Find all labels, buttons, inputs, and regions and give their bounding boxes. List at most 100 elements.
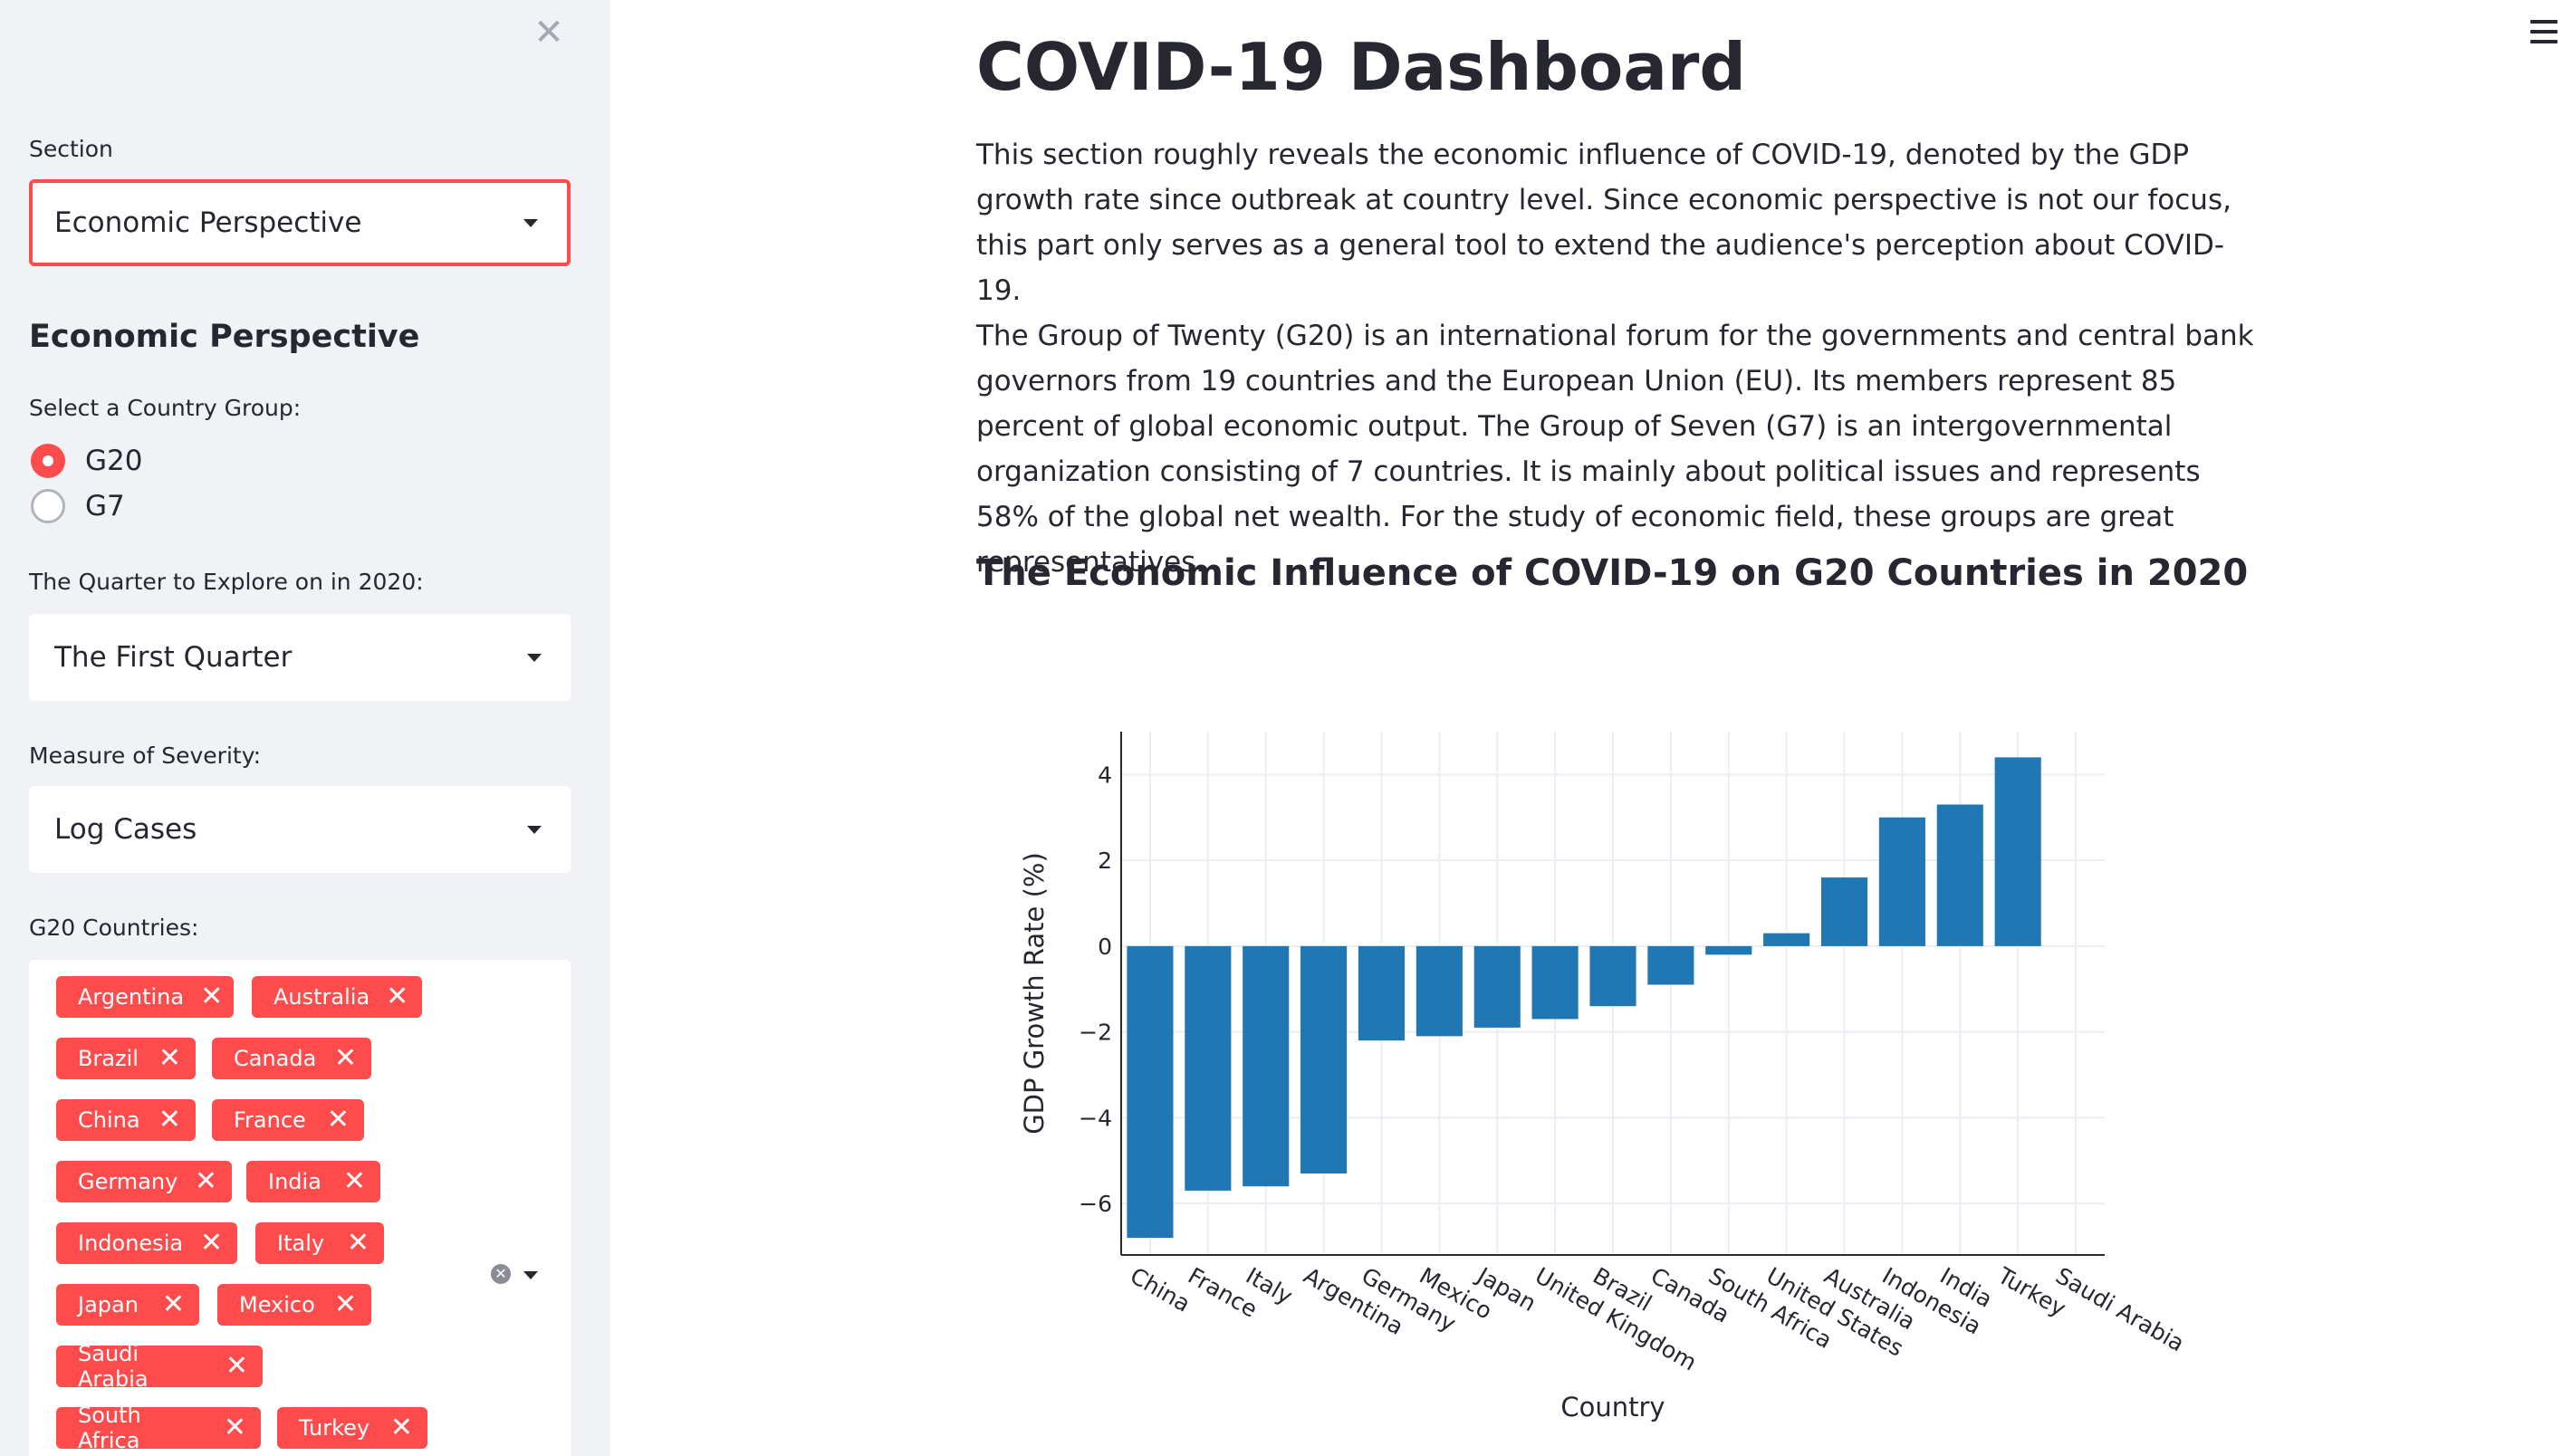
chart-heading: The Economic Influence of COVID-19 on G2… (976, 552, 2249, 594)
country-tag-label: Saudi Arabia (78, 1341, 149, 1392)
section-label: Section (29, 136, 113, 162)
bar-united-states (1763, 933, 1810, 946)
intro-paragraph-1: This section roughly reveals the economi… (976, 139, 2231, 307)
quarter-label: The Quarter to Explore on in 2020: (29, 569, 424, 595)
remove-tag-icon[interactable]: ✕ (342, 1165, 366, 1197)
country-tag-label: Canada (234, 1046, 317, 1071)
country-tag-label: Indonesia (78, 1231, 184, 1256)
intro-paragraph-2: The Group of Twenty (G20) is an internat… (976, 320, 2254, 579)
group-label: Select a Country Group: (29, 395, 302, 421)
bar-france (1185, 945, 1232, 1191)
country-tag: Germany ✕ (56, 1161, 232, 1202)
country-tag-label: Germany (78, 1169, 178, 1194)
country-tag: Indonesia ✕ (56, 1222, 237, 1264)
country-tag-label: Argentina (78, 984, 185, 1010)
bar-turkey (1994, 757, 2041, 946)
chevron-down-icon (527, 826, 542, 834)
close-sidebar-button[interactable]: ✕ (531, 14, 567, 51)
remove-tag-icon[interactable]: ✕ (199, 1227, 223, 1259)
y-tick-label: −6 (1079, 1191, 1112, 1217)
remove-tag-icon[interactable]: ✕ (223, 1412, 246, 1443)
radio-option-g20[interactable]: G20 (31, 444, 142, 478)
country-tag: India ✕ (246, 1161, 380, 1202)
country-tag-label: Turkey (299, 1415, 370, 1441)
remove-tag-icon[interactable]: ✕ (161, 1288, 185, 1320)
chevron-down-icon[interactable] (523, 1271, 538, 1279)
bar-australia (1820, 877, 1868, 946)
y-tick-label: 2 (1098, 848, 1112, 874)
remove-tag-icon[interactable]: ✕ (158, 1104, 181, 1135)
remove-tag-icon[interactable]: ✕ (386, 981, 409, 1012)
bar-italy (1243, 945, 1290, 1187)
country-tag: Canada ✕ (212, 1038, 371, 1079)
country-tag-label: Mexico (239, 1292, 315, 1317)
bar-china (1127, 945, 1174, 1239)
page-title: COVID-19 Dashboard (976, 29, 1746, 105)
clear-all-icon[interactable]: ✕ (491, 1264, 511, 1284)
remove-tag-icon[interactable]: ✕ (333, 1042, 357, 1074)
country-tag-label: Australia (274, 984, 370, 1010)
bar-indonesia (1878, 817, 1925, 946)
bar-canada (1647, 945, 1694, 985)
radio-label: G7 (85, 490, 125, 522)
remove-tag-icon[interactable]: ✕ (225, 1350, 248, 1382)
country-tag: Mexico ✕ (217, 1284, 371, 1326)
country-tag: Italy ✕ (255, 1222, 384, 1264)
radio-unselected-icon (31, 489, 65, 523)
remove-tag-icon[interactable]: ✕ (389, 1412, 413, 1443)
section-select[interactable]: Economic Perspective (29, 179, 571, 266)
country-tag-label: France (234, 1107, 306, 1133)
section-select-value: Economic Perspective (54, 206, 362, 239)
x-tick-label: China (1126, 1262, 1195, 1317)
severity-select[interactable]: Log Cases (29, 786, 571, 873)
bar-japan (1473, 945, 1521, 1028)
remove-tag-icon[interactable]: ✕ (158, 1042, 181, 1074)
x-tick-label: Saudi Arabia (2051, 1262, 2189, 1356)
country-tag-label: Brazil (78, 1046, 139, 1071)
country-tag-label: Italy (277, 1231, 325, 1256)
country-tag-label: Japan (78, 1292, 139, 1317)
countries-label: G20 Countries: (29, 915, 199, 941)
y-tick-label: −2 (1079, 1020, 1112, 1046)
bar-mexico (1416, 945, 1463, 1037)
quarter-select[interactable]: The First Quarter (29, 614, 571, 701)
remove-tag-icon[interactable]: ✕ (326, 1104, 350, 1135)
country-tag-label: South Africa (78, 1403, 141, 1453)
country-tag: China ✕ (56, 1099, 196, 1141)
chevron-down-icon (527, 654, 542, 662)
y-axis-title: GDP Growth Rate (%) (1019, 852, 1050, 1135)
bar-argentina (1300, 945, 1348, 1173)
y-tick-label: 4 (1098, 762, 1112, 788)
radio-selected-icon (31, 444, 65, 478)
country-tag: France ✕ (212, 1099, 364, 1141)
bar-brazil (1589, 945, 1636, 1007)
radio-option-g7[interactable]: G7 (31, 489, 125, 523)
quarter-select-value: The First Quarter (54, 641, 293, 674)
remove-tag-icon[interactable]: ✕ (194, 1165, 217, 1197)
country-tag: Australia ✕ (252, 976, 422, 1018)
bar-india (1936, 804, 1983, 946)
close-icon: ✕ (533, 12, 564, 53)
severity-select-value: Log Cases (54, 813, 197, 846)
country-tag: South Africa ✕ (56, 1403, 261, 1453)
intro-text: This section roughly reveals the economi… (976, 132, 2262, 585)
bar-germany (1358, 945, 1406, 1041)
bar-south-africa (1705, 945, 1752, 955)
country-tag-label: China (78, 1107, 140, 1133)
remove-tag-icon[interactable]: ✕ (200, 981, 224, 1012)
remove-tag-icon[interactable]: ✕ (333, 1288, 357, 1320)
remove-tag-icon[interactable]: ✕ (346, 1227, 369, 1259)
country-tag: Argentina ✕ (56, 976, 234, 1018)
country-tag: Turkey ✕ (277, 1407, 427, 1449)
country-tag-label: India (268, 1169, 322, 1194)
x-axis-title: Country (1560, 1392, 1665, 1422)
country-tag: Japan ✕ (56, 1284, 199, 1326)
sidebar: ✕ Section Economic Perspective Economic … (0, 0, 610, 1456)
sidebar-subheader: Economic Perspective (29, 319, 420, 355)
bar-united-kingdom (1531, 945, 1579, 1020)
severity-label: Measure of Severity: (29, 742, 262, 769)
radio-label: G20 (85, 445, 143, 477)
hamburger-menu-icon[interactable] (2530, 20, 2558, 50)
y-tick-label: −4 (1079, 1105, 1112, 1131)
